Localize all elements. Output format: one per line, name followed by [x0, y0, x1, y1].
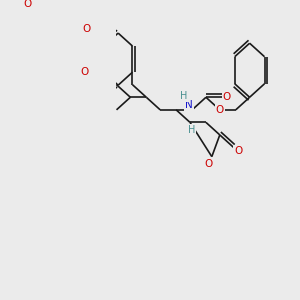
Text: O: O	[223, 92, 231, 102]
Text: H: H	[180, 91, 188, 101]
Text: O: O	[83, 24, 91, 34]
Text: O: O	[23, 0, 31, 9]
Text: H: H	[188, 125, 196, 135]
Text: N: N	[185, 100, 193, 110]
Text: O: O	[216, 105, 224, 115]
Text: O: O	[81, 67, 89, 77]
Text: O: O	[234, 146, 243, 156]
Text: O: O	[205, 159, 213, 170]
